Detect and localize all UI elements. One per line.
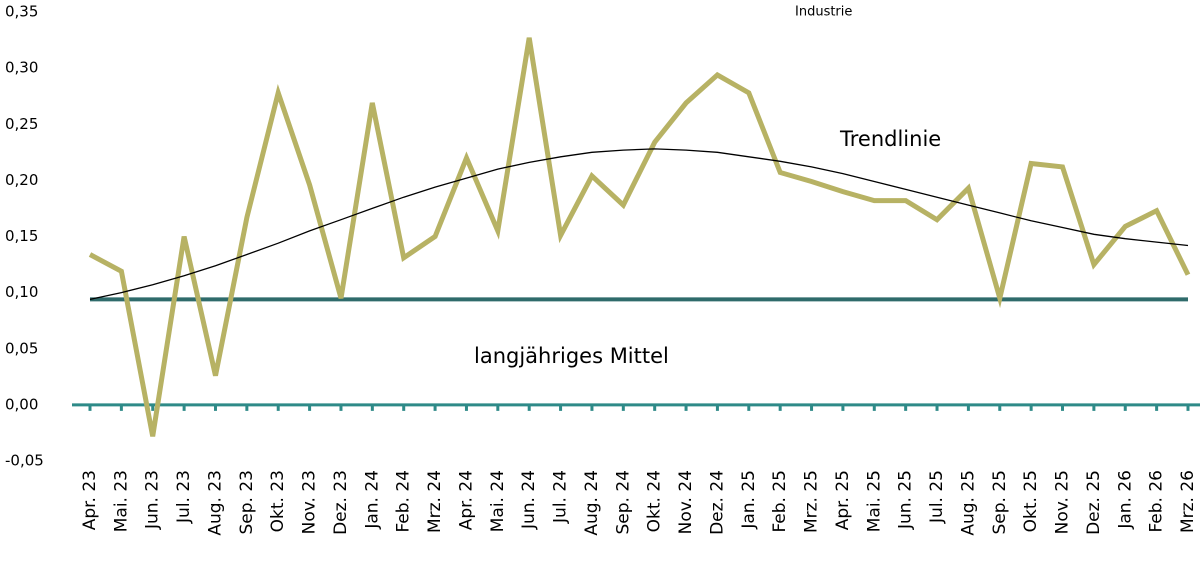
annotation: Trendlinie	[839, 127, 941, 151]
x-tick-label: Okt. 25	[1021, 470, 1041, 532]
x-tick-label: Sep. 23	[237, 470, 257, 534]
x-tick-label: Jan. 26	[1115, 470, 1135, 530]
x-tick-label: Sep. 24	[613, 470, 633, 534]
annotation: Industrie	[795, 5, 852, 20]
x-tick-label: Jan. 25	[739, 470, 759, 530]
x-tick-label: Mrz. 26	[1178, 470, 1198, 533]
series-line	[89, 148, 1189, 301]
x-tick-label: Jul. 24	[551, 470, 571, 524]
x-tick-label: Nov. 23	[300, 470, 320, 534]
y-tick-label: 0,15	[5, 227, 38, 245]
x-tick-label: Aug. 25	[958, 470, 978, 536]
x-tick-label: Apr. 23	[80, 470, 100, 530]
x-tick-label: Aug. 24	[582, 470, 602, 536]
y-tick-label: 0,25	[5, 115, 38, 133]
x-tick-label: Mai. 25	[864, 470, 884, 532]
x-tick-label: Okt. 23	[268, 470, 288, 532]
x-tick-label: Dez. 25	[1084, 470, 1104, 535]
x-tick-label: Feb. 24	[394, 470, 414, 533]
x-tick-label: Jan. 24	[362, 470, 382, 530]
x-tick-label: Apr. 24	[456, 470, 476, 530]
y-tick-label: 0,20	[5, 171, 38, 189]
x-tick-label: Mrz. 25	[802, 470, 822, 533]
y-tick-label: 0,35	[5, 3, 38, 21]
annotation: langjähriges Mittel	[474, 344, 669, 368]
x-tick-label: Nov. 24	[676, 470, 696, 534]
x-tick-label: Mai. 23	[111, 470, 131, 532]
y-tick-label: 0,30	[5, 59, 38, 77]
x-tick-label: Okt. 24	[645, 470, 665, 532]
x-tick-label: Jun. 24	[519, 470, 539, 530]
x-tick-label: Mrz. 24	[425, 470, 445, 533]
y-tick-label: 0,10	[5, 283, 38, 301]
x-tick-label: Dez. 24	[707, 470, 727, 535]
y-tick-label: -0,05	[5, 452, 44, 470]
x-tick-label: Sep. 25	[990, 470, 1010, 534]
x-tick-label: Feb. 25	[770, 470, 790, 533]
x-tick-label: Nov. 25	[1053, 470, 1073, 534]
y-tick-label: 0,00	[5, 395, 38, 413]
x-tick-label: Jun. 25	[896, 470, 916, 530]
x-tick-label: Aug. 23	[205, 470, 225, 536]
x-tick-label: Jul. 23	[174, 470, 194, 524]
x-tick-label: Dez. 23	[331, 470, 351, 535]
x-tick-label: Mai. 24	[488, 470, 508, 532]
x-tick-label: Jun. 23	[143, 470, 163, 530]
series-line	[88, 37, 1191, 437]
x-tick-label: Apr. 25	[833, 470, 853, 530]
x-tick-label: Feb. 26	[1147, 470, 1167, 533]
y-tick-label: 0,05	[5, 339, 38, 357]
x-tick-label: Jul. 25	[927, 470, 947, 524]
